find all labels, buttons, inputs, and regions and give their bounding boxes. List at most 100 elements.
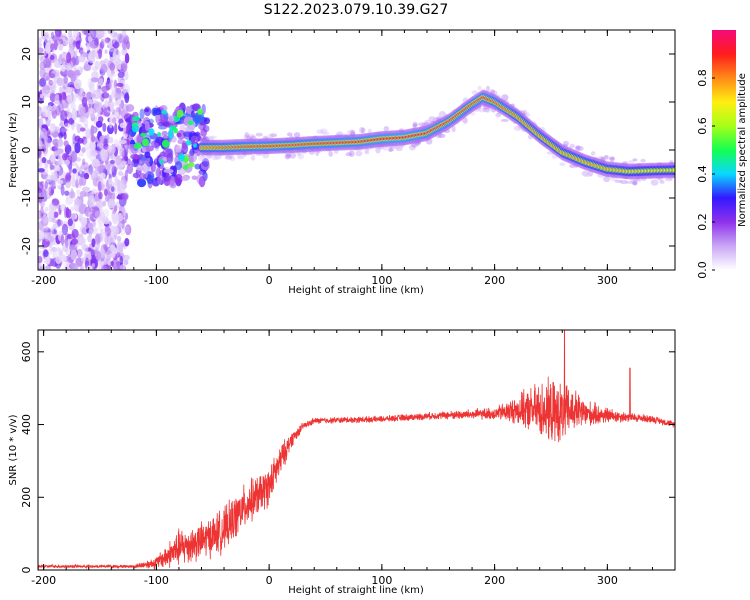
spectral-blob [132,172,140,179]
spectral-blob [49,73,56,78]
spectral-blob [86,146,91,159]
spectral-blob [117,141,123,150]
snr-series-line [38,330,675,570]
spectral-blob [44,231,51,242]
spectral-blob [348,150,355,158]
spectral-blob [188,152,194,165]
spectral-blob [66,174,72,181]
spectral-blob [109,244,116,253]
spectral-blob [121,208,127,217]
spectral-blob [107,124,114,135]
spectral-blob [609,156,616,161]
spectral-blob [110,69,115,76]
spectral-blob [58,95,63,102]
spectral-blob [116,241,121,251]
spectral-blob [89,140,96,152]
spectral-blob [100,265,108,270]
spectral-blob [71,122,80,127]
spectral-blob [640,158,646,163]
spectral-blob [97,225,106,232]
spectral-blob [65,263,72,270]
colorbar-ticks: 0.0 0.2 0.4 0.6 0.8 [696,69,715,279]
spectral-blob [38,197,43,204]
spectral-blob [124,70,129,81]
spectral-blob [78,178,83,186]
spectral-blob [76,87,85,97]
spectral-blob [65,241,69,249]
spectral-blob [316,129,324,134]
spectral-blob [94,245,98,255]
spectral-blob [255,132,263,137]
colorbar-tick-label: 0.8 [696,69,709,87]
spectral-blob [122,133,128,138]
spectral-blob [87,35,92,43]
spectral-blob [109,252,116,259]
spectral-blob [247,134,255,139]
spectral-blob [82,158,86,166]
spectral-blob [91,226,98,235]
spectral-blob [121,193,129,201]
y-tick-label: 0 [20,147,33,154]
spectral-blob [90,112,95,122]
spectral-blob [355,150,363,157]
spectral-blob [91,149,98,157]
spectral-blob [383,126,390,132]
spectral-blob [88,249,97,255]
spectral-blob [320,128,328,135]
spectral-blob [38,231,45,240]
spectral-blob [559,162,566,167]
spectral-blob [90,124,95,137]
spectral-blob [51,198,60,206]
spectrogram-xlabel: Height of straight line (km) [288,285,424,296]
spectral-blob [186,106,192,115]
spectral-blob [286,132,293,137]
spectral-blob [619,179,628,185]
spectral-blob [628,159,635,165]
spectral-blob [113,167,118,172]
spectral-blob [117,33,124,42]
spectral-blob [412,121,418,128]
spectral-blob [126,163,134,175]
spectral-blob [500,118,509,122]
spectral-blob [81,227,88,235]
spectral-blob [88,60,93,66]
spectral-blob [161,110,168,115]
spectral-blob [89,39,98,49]
spectral-blob [91,188,98,195]
spectral-blob [197,108,203,115]
spectral-blob [106,163,111,171]
spectral-blob [575,145,581,152]
spectral-blob [112,101,119,107]
spectral-blob [38,220,44,231]
spectral-blob [562,140,570,146]
spectral-blob [424,119,431,124]
x-tick-label: -100 [144,274,169,287]
spectral-blob [70,150,78,163]
spectral-blob [176,109,184,118]
spectral-blob [48,104,52,111]
spectral-blob [659,180,665,184]
spectral-blob [94,60,100,70]
spectral-blob [54,142,59,152]
spectral-blob [81,30,90,36]
spectral-blob [81,147,86,153]
spectral-blob [269,132,276,137]
spectral-blob [412,123,418,127]
spectral-blob [87,211,92,218]
spectral-blob [57,138,64,148]
spectral-blob [142,138,149,147]
spectral-blob [100,149,108,162]
spectrogram-ylabel: Frequency (Hz) [8,112,19,188]
spectral-blob [83,64,92,72]
spectral-blob [102,208,110,218]
spectral-blob [581,171,589,177]
spectral-blob [81,161,89,171]
spectral-blob [412,143,420,148]
spectral-blob [83,172,90,180]
x-tick-label: 200 [484,274,505,287]
spectral-blob [192,143,198,148]
spectral-blob [74,200,83,206]
spectral-blob [501,94,509,101]
spectral-blob [116,260,121,270]
x-tick-label: 0 [266,574,273,587]
